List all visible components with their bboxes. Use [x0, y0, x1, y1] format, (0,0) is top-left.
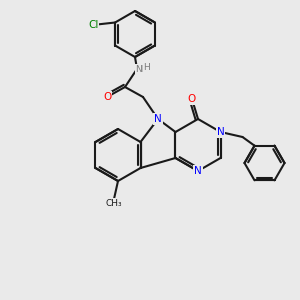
Text: H: H: [144, 62, 150, 71]
Text: NH: NH: [135, 64, 149, 74]
Text: O: O: [103, 92, 111, 102]
Text: N: N: [154, 114, 162, 124]
Text: O: O: [188, 94, 196, 104]
Text: N: N: [217, 127, 224, 137]
Text: Cl: Cl: [88, 20, 98, 29]
Text: CH₃: CH₃: [106, 199, 122, 208]
Text: N: N: [194, 166, 202, 176]
